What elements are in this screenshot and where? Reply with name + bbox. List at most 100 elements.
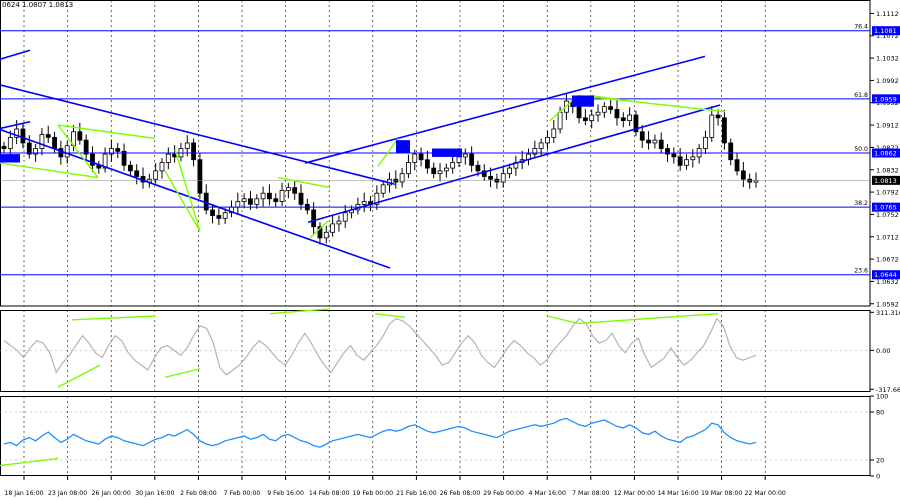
candle-body — [437, 170, 443, 175]
candle-body — [109, 148, 114, 155]
y-tick-label: 1.0712 — [876, 233, 899, 241]
x-tick-label: 2 Feb 08:00 — [180, 490, 217, 497]
price-tag — [872, 26, 900, 36]
trend-channel-line — [0, 120, 31, 130]
candle-body — [273, 198, 279, 202]
candle-body — [393, 178, 399, 183]
y-tick-label: 1.0872 — [876, 144, 899, 152]
candle-body — [52, 136, 57, 149]
candle-body — [380, 184, 386, 194]
cci-divergence-line — [374, 312, 406, 319]
candle-body — [545, 136, 550, 144]
candle-body — [500, 173, 506, 183]
candle-body — [361, 201, 367, 205]
rsi-y-tick-label: 0 — [876, 473, 880, 481]
candle-body — [418, 153, 424, 161]
candle-body — [298, 192, 304, 205]
y-tick-label: 1.0792 — [876, 189, 899, 197]
candle-body — [703, 136, 708, 149]
rsi-divergence-line — [0, 457, 59, 467]
x-tick-label: 26 Feb 08:00 — [440, 490, 481, 497]
candle-body — [279, 190, 285, 202]
candle-body — [184, 142, 190, 149]
signal-marker — [572, 95, 594, 107]
candle-body — [248, 198, 253, 205]
divergence-line — [589, 94, 631, 102]
y-tick-label: 1.0992 — [876, 77, 899, 85]
cci-y-tick-label: -317.660 — [876, 386, 900, 394]
price-tag — [872, 148, 900, 158]
candle-body — [374, 192, 380, 205]
candle-body — [254, 198, 260, 205]
price-tag-label: 1.0765 — [874, 204, 897, 212]
candle-body — [165, 153, 171, 163]
candle-body — [197, 159, 203, 194]
candle-body — [216, 215, 222, 219]
y-tick-label: 1.0912 — [876, 122, 899, 130]
candle-body — [551, 128, 557, 138]
candle-body — [715, 114, 721, 119]
cci-y-tick-label: 311.3165 — [876, 309, 900, 317]
rsi-line — [3, 417, 757, 448]
y-tick-label: 1.0672 — [876, 256, 899, 264]
candle-body — [399, 173, 405, 183]
candle-body — [330, 223, 336, 233]
fib-level-label: 38.2 — [854, 200, 868, 207]
candle-body — [633, 114, 639, 133]
cci-divergence-line — [547, 315, 579, 325]
divergence-line — [57, 124, 156, 140]
divergence-line — [57, 124, 99, 178]
candle-body — [443, 167, 449, 172]
divergence-line — [174, 149, 201, 232]
candle-body — [134, 170, 140, 177]
y-tick-label: 1.1032 — [876, 55, 899, 63]
candle-body — [115, 148, 121, 152]
candle-body — [494, 178, 500, 183]
candle-body — [7, 136, 13, 149]
candle-body — [740, 170, 746, 180]
candle-body — [267, 192, 272, 200]
divergence-line — [277, 176, 331, 189]
fib-level-label: 50.0 — [854, 146, 868, 153]
rsi-panel-frame — [0, 396, 871, 476]
candle-body — [507, 167, 512, 175]
candle-body — [424, 159, 430, 169]
candle-body — [127, 164, 133, 172]
candle-body — [658, 139, 664, 149]
candle-body — [20, 128, 26, 144]
price-tag-label: 1.0959 — [874, 95, 897, 103]
x-tick-label: 30 Jan 16:00 — [135, 490, 174, 497]
price-tag — [872, 270, 900, 280]
candle-body — [627, 114, 633, 122]
price-tag — [872, 202, 900, 212]
x-tick-label: 14 Mar 16:00 — [657, 490, 698, 497]
signal-marker — [396, 140, 410, 153]
cci-divergence-line — [57, 364, 101, 388]
x-tick-label: 29 Feb 00:00 — [483, 490, 524, 497]
trend-channel-line — [0, 84, 396, 186]
candle-body — [285, 187, 291, 191]
x-tick-label: 14 Feb 08:00 — [309, 490, 350, 497]
candle-body — [33, 148, 38, 155]
candle-body — [342, 212, 348, 222]
divergence-line — [164, 170, 201, 232]
fib-level-label: 23.6 — [854, 268, 868, 275]
cci-divergence-line — [269, 308, 331, 315]
cci-line — [3, 317, 757, 376]
divergence-line — [377, 138, 399, 167]
y-tick-label: 1.0592 — [876, 300, 899, 308]
candles — [1, 93, 759, 245]
divergence-line — [309, 220, 329, 239]
trend-channel-line — [0, 128, 391, 269]
x-tick-label: 26 Jan 00:00 — [92, 490, 131, 497]
candle-body — [45, 134, 51, 138]
candle-body — [753, 179, 759, 183]
candle-body — [311, 209, 317, 228]
current-price-label: 1.0813 — [874, 177, 897, 185]
candle-body — [481, 170, 487, 177]
candle-body — [90, 153, 95, 166]
candle-body — [456, 156, 462, 163]
cci-panel-frame — [0, 310, 871, 392]
candle-body — [77, 131, 83, 141]
